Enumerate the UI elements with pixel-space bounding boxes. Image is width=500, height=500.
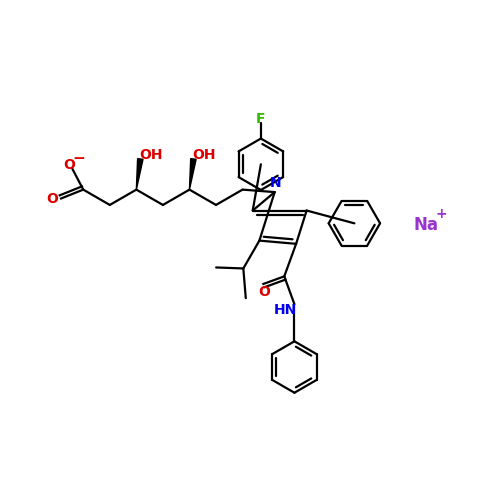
Polygon shape [136,158,143,190]
Polygon shape [190,158,196,190]
Text: O: O [64,158,76,172]
Text: HN: HN [274,303,297,317]
Text: N: N [270,176,281,190]
Text: O: O [46,192,58,205]
Text: +: + [436,208,447,222]
Text: F: F [256,112,266,126]
Text: Na: Na [413,216,438,234]
Text: OH: OH [192,148,216,162]
Text: OH: OH [140,148,163,162]
Text: −: − [72,152,85,166]
Text: O: O [258,286,270,300]
